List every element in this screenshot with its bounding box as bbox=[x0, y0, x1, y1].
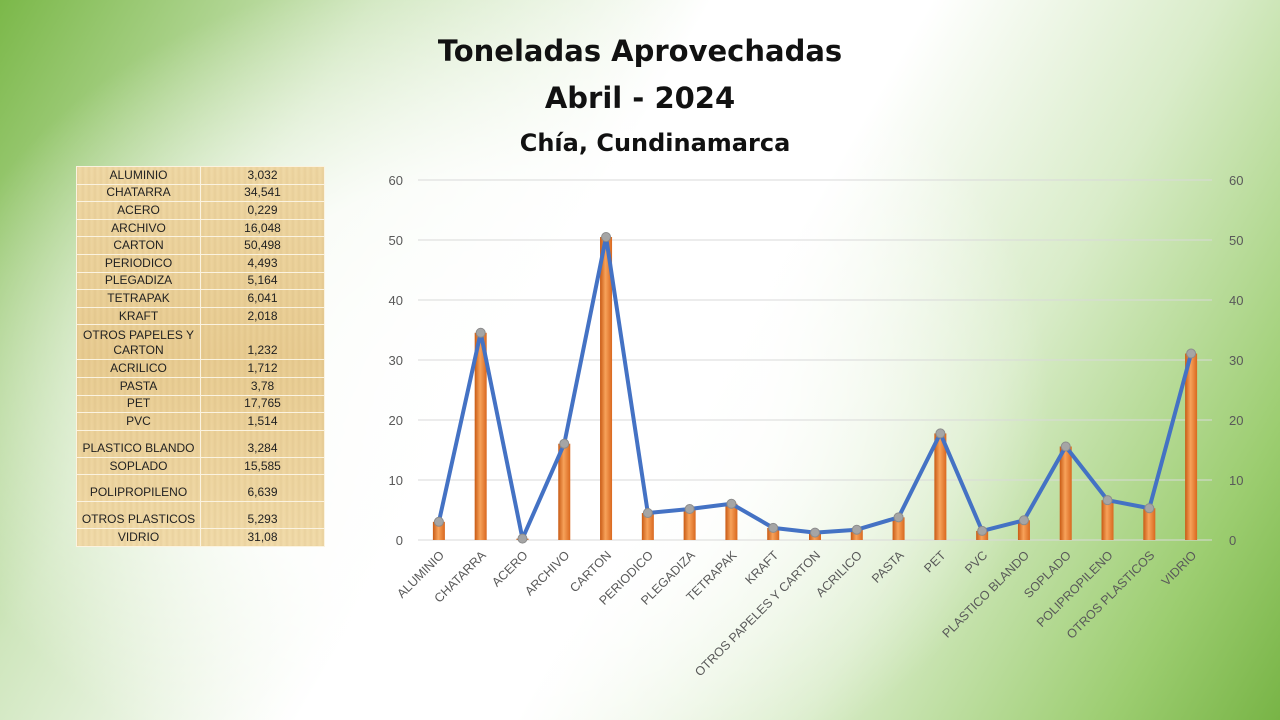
y2-tick-label: 20 bbox=[1229, 413, 1243, 428]
line-point bbox=[559, 438, 570, 449]
table-row: VIDRIO 31,08 bbox=[76, 528, 325, 547]
data-table: ALUMINIO 3,032 CHATARRA 34,541 ACERO 0,229 ARC… bbox=[76, 166, 325, 547]
table-cell-tons: 3,284 bbox=[200, 429, 325, 458]
bar bbox=[683, 509, 696, 540]
line-point bbox=[1018, 515, 1029, 526]
line-point bbox=[1186, 348, 1197, 359]
bar bbox=[1143, 508, 1156, 540]
bar bbox=[850, 529, 863, 540]
y-tick-label: 60 bbox=[389, 173, 403, 188]
table-cell-tons: 50,498 bbox=[200, 236, 325, 255]
line-point bbox=[893, 512, 904, 523]
line-point bbox=[1102, 495, 1113, 506]
bar bbox=[725, 503, 738, 540]
bar bbox=[1059, 446, 1072, 540]
x-tick-label: ARCHIVO bbox=[522, 548, 572, 598]
x-tick-label: PVC bbox=[962, 548, 990, 576]
bar bbox=[1017, 520, 1030, 540]
table-cell-tons: 0,229 bbox=[200, 201, 325, 220]
table-cell-tons: 16,048 bbox=[200, 218, 325, 238]
line-point bbox=[810, 527, 820, 538]
table-cell-material: VIDRIO bbox=[76, 528, 201, 547]
bar bbox=[600, 237, 613, 540]
y2-tick-label: 60 bbox=[1229, 173, 1243, 188]
y-tick-label: 10 bbox=[389, 473, 403, 488]
table-row: OTROS PAPELES Y CARTON 1,232 bbox=[76, 324, 325, 361]
y2-tick-label: 30 bbox=[1229, 353, 1243, 368]
x-tick-label: KRAFT bbox=[742, 548, 781, 587]
bar bbox=[1185, 353, 1198, 540]
bar bbox=[934, 433, 947, 540]
table-row: CHATARRA 34,541 bbox=[76, 183, 325, 203]
chart-title-line1: Toneladas Aprovechadas bbox=[437, 34, 843, 68]
table-cell-material: OTROS PAPELES Y CARTON bbox=[76, 324, 201, 361]
line-point bbox=[601, 232, 612, 243]
y2-tick-label: 50 bbox=[1229, 233, 1243, 248]
y2-tick-label: 10 bbox=[1229, 473, 1243, 488]
bar bbox=[641, 513, 654, 540]
line-point bbox=[684, 504, 695, 515]
chart-title-line2: Abril - 2024 bbox=[544, 81, 736, 115]
y2-tick-label: 40 bbox=[1229, 293, 1243, 308]
line-point bbox=[517, 533, 528, 544]
table-row: OTROS PLASTICOS 5,293 bbox=[76, 501, 325, 530]
table-cell-tons: 1,232 bbox=[200, 324, 325, 361]
y-tick-label: 50 bbox=[389, 233, 403, 248]
line-point bbox=[433, 516, 444, 527]
table-cell-tons: 31,08 bbox=[200, 528, 325, 547]
y-tick-label: 20 bbox=[389, 413, 403, 428]
bar bbox=[474, 332, 487, 540]
x-tick-label: PET bbox=[921, 548, 948, 575]
table-cell-tons: 5,164 bbox=[200, 271, 325, 291]
line-point bbox=[1144, 503, 1155, 514]
line-point bbox=[935, 428, 946, 439]
bar bbox=[558, 443, 571, 540]
line-point bbox=[768, 522, 779, 533]
chart-subtitle: Chía, Cundinamarca bbox=[519, 129, 791, 157]
bar bbox=[1101, 500, 1114, 540]
table-row: PLASTICO BLANDO 3,284 bbox=[76, 429, 325, 458]
table-cell-material: CARTON bbox=[76, 236, 201, 255]
table-cell-material: PLEGADIZA bbox=[76, 271, 201, 291]
y-tick-label: 0 bbox=[396, 533, 403, 548]
line-point bbox=[642, 508, 653, 519]
y2-tick-label: 0 bbox=[1229, 533, 1236, 548]
line-point bbox=[726, 498, 737, 509]
bar bbox=[432, 521, 445, 540]
y-tick-label: 30 bbox=[389, 353, 403, 368]
table-cell-material: ACRILICO bbox=[76, 359, 201, 378]
y-tick-label: 40 bbox=[389, 293, 403, 308]
table-row: CARTON 50,498 bbox=[76, 236, 325, 255]
bar bbox=[892, 517, 905, 540]
table-cell-tons: 5,293 bbox=[200, 501, 325, 530]
x-tick-label: POLIPROPILENO bbox=[1034, 548, 1116, 630]
table-cell-material: PLASTICO BLANDO bbox=[76, 429, 201, 458]
x-tick-label: VIDRIO bbox=[1159, 548, 1200, 589]
table-cell-material: OTROS PLASTICOS bbox=[76, 501, 201, 530]
table-row: PLEGADIZA 5,164 bbox=[76, 271, 325, 291]
table-row: PASTA 3,78 bbox=[76, 376, 325, 396]
line-point bbox=[851, 524, 862, 535]
table-row: ACERO 0,229 bbox=[76, 201, 325, 220]
x-tick-label: ACRILICO bbox=[813, 548, 865, 600]
series-line bbox=[436, 235, 1194, 541]
line-point bbox=[475, 327, 486, 338]
x-tick-label: PASTA bbox=[869, 548, 907, 586]
x-tick-label: ACERO bbox=[489, 548, 531, 590]
line-point bbox=[1060, 441, 1071, 452]
line-point bbox=[977, 525, 988, 536]
